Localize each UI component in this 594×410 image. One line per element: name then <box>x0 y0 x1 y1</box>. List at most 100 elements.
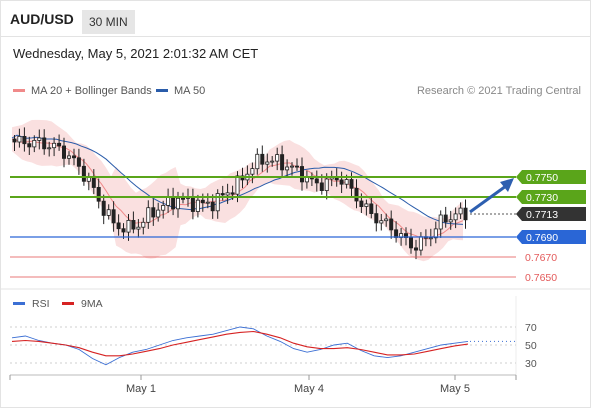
candle <box>161 200 166 219</box>
x-tick-label: May 1 <box>126 383 156 395</box>
candles <box>12 127 468 260</box>
candle-body <box>141 221 146 228</box>
candle-body <box>161 204 166 211</box>
candle-body <box>62 145 67 159</box>
candle <box>443 206 448 228</box>
candle <box>453 207 458 229</box>
candle-body <box>131 219 136 230</box>
candle <box>32 135 37 153</box>
candle-body <box>379 220 384 224</box>
level-0-7690: 0.7690 <box>10 230 586 244</box>
candle <box>215 189 220 219</box>
candle-body <box>418 236 423 251</box>
forecast-arrow-head <box>500 178 514 192</box>
candle-body <box>453 213 458 221</box>
price-levels: 0.7750 0.7730 0.7713 0.7690 0.7670 0.7650 <box>10 170 586 284</box>
candle <box>220 185 225 201</box>
candle <box>265 153 270 173</box>
candle-body <box>463 207 468 221</box>
candle <box>369 196 374 219</box>
candle-body <box>195 199 200 212</box>
level-tag <box>516 170 586 184</box>
candle <box>299 157 304 191</box>
ma9-legend-swatch <box>62 302 74 305</box>
candle-body <box>156 209 161 218</box>
candle-body <box>275 154 280 162</box>
top-bar: AUD/USD 30 MIN <box>0 0 591 37</box>
candle-body <box>146 207 151 223</box>
candle-body <box>319 182 324 191</box>
candle <box>413 239 418 260</box>
candle-body <box>384 218 389 222</box>
candle <box>42 129 47 155</box>
last-price-label: 0.7713 <box>526 209 558 221</box>
candle-body <box>171 196 176 210</box>
candle-body <box>106 209 111 216</box>
candle <box>141 217 146 235</box>
candle-body <box>210 201 215 212</box>
candle <box>408 228 413 254</box>
candle <box>151 198 156 226</box>
candle-body <box>200 199 205 204</box>
candle <box>463 199 468 229</box>
candle-body <box>433 228 438 239</box>
legend-ma20: MA 20 + Bollinger Bands <box>13 85 152 97</box>
candle <box>121 223 126 239</box>
candle-body <box>126 219 131 233</box>
candle-body <box>22 135 27 145</box>
rsi-tick-label: 50 <box>525 340 537 352</box>
candle-body <box>438 214 443 230</box>
rsi-legend-label: RSI <box>32 298 50 310</box>
candle-body <box>394 229 399 238</box>
candle-body <box>428 237 433 240</box>
level-0-7650: 0.7650 <box>10 272 557 284</box>
candle-body <box>76 157 81 167</box>
candle-body <box>57 142 62 147</box>
candle <box>22 127 27 152</box>
candle-body <box>17 135 22 143</box>
candle <box>289 162 294 176</box>
candle <box>374 204 379 232</box>
candle <box>250 162 255 184</box>
candle-body <box>250 168 255 175</box>
candle-body <box>389 218 394 231</box>
candle <box>96 178 101 209</box>
candle <box>389 210 394 239</box>
candle <box>57 134 62 151</box>
timeframe-button[interactable]: 30 MIN <box>82 10 135 34</box>
candle-body <box>215 193 220 212</box>
candle <box>67 151 72 165</box>
candle <box>116 214 121 236</box>
level-0-7750: 0.7750 <box>10 170 586 184</box>
candle <box>195 194 200 218</box>
credit-label: Research © 2021 Trading Central <box>416 85 581 97</box>
candle-body <box>403 233 408 239</box>
candle-body <box>260 153 265 165</box>
candle-body <box>299 166 304 183</box>
candle <box>339 171 344 193</box>
forecast-arrow-shaft <box>469 184 507 214</box>
candle-body <box>443 214 448 223</box>
candle <box>448 210 453 230</box>
candle-body <box>27 143 32 148</box>
candle-body <box>101 200 106 216</box>
candle <box>210 194 215 219</box>
candle <box>275 147 280 171</box>
candle <box>131 211 136 234</box>
candle <box>47 141 52 157</box>
candle-body <box>166 196 171 206</box>
candle-body <box>91 176 96 188</box>
candle-body <box>136 226 141 230</box>
candle-body <box>349 179 354 189</box>
candle-body <box>32 139 37 148</box>
ma9-legend-label: 9MA <box>81 298 103 310</box>
candle-body <box>81 165 86 182</box>
ma9-line <box>11 330 469 357</box>
candle-body <box>190 196 195 212</box>
x-tick-label: May 5 <box>440 383 470 395</box>
candle-body <box>314 178 319 184</box>
candle <box>364 199 369 216</box>
candle-body <box>12 138 17 143</box>
candle <box>285 159 290 178</box>
level-label: 0.7750 <box>526 172 558 184</box>
